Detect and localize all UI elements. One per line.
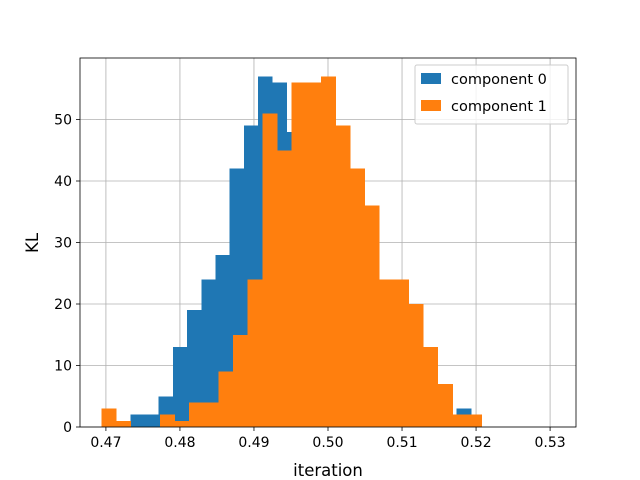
bar-component-1 [423,347,439,427]
bar-component-0 [144,414,160,427]
x-tick-label: 0.53 [535,435,566,451]
bar-component-1 [466,414,483,427]
bar-component-1 [116,420,132,427]
bar-component-1 [233,334,249,427]
legend-label-component-0: component 0 [451,72,547,88]
y-tick-label: 10 [54,359,72,375]
x-tick-label: 0.49 [238,435,269,451]
x-axis-title: iteration [293,461,363,480]
legend-label-component-1: component 1 [451,99,547,115]
bar-component-1 [320,76,336,427]
bar-component-1 [291,82,307,427]
bar-component-1 [350,168,366,427]
y-tick-label: 0 [63,420,72,436]
bar-component-1 [203,402,219,427]
x-tick-label: 0.47 [90,435,121,451]
x-tick-label: 0.51 [386,435,417,451]
bar-component-1 [452,414,468,427]
y-tick-label: 40 [54,174,72,190]
bar-component-1 [335,125,351,428]
bar-component-0 [130,414,145,427]
bar-component-0 [187,310,202,427]
x-tick-label: 0.50 [312,435,343,451]
bar-component-0 [201,279,216,427]
bar-component-1 [218,371,234,427]
legend-box [414,64,569,125]
bar-component-1 [174,420,190,427]
bar-component-1 [247,279,263,427]
y-tick-label: 20 [54,297,72,313]
bar-component-1 [262,113,278,427]
legend-swatch-component-1 [421,100,441,111]
bar-component-1 [379,279,395,427]
x-tick-label: 0.52 [460,435,491,451]
bar-component-1 [306,82,322,427]
bar-component-1 [101,408,117,427]
bar-component-1 [276,150,292,427]
bar-component-0 [172,347,188,427]
bar-component-1 [437,383,453,427]
x-tick-label: 0.48 [164,435,195,451]
bar-component-1 [189,402,205,427]
bars-layer [101,76,483,428]
legend: component 0 component 1 [414,64,569,125]
bar-component-1 [393,279,409,427]
legend-swatch-component-0 [421,73,441,84]
bar-component-1 [159,414,175,427]
y-tick-label: 30 [54,236,72,252]
y-tick-label: 50 [54,113,72,129]
bar-component-1 [408,304,424,427]
bar-component-1 [364,205,380,427]
ticks-layer: 0.47 0.48 0.49 0.50 0.51 0.52 0.53 0 10 20 30 40 50 [54,113,566,452]
y-axis-title: KL [23,232,42,253]
